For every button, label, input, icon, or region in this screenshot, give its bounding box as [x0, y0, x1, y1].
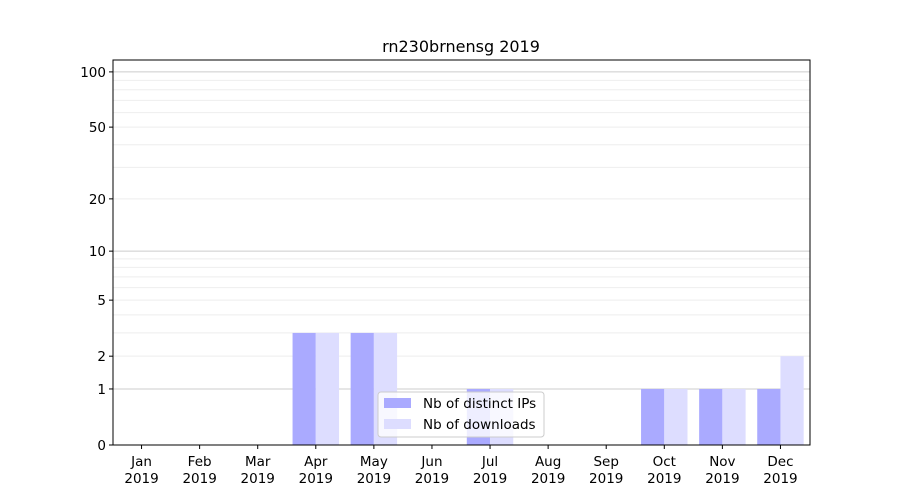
y-tick-label: 2	[97, 349, 106, 365]
y-tick-label: 100	[80, 65, 106, 81]
x-tick-label-year: 2019	[357, 471, 391, 487]
x-tick-label-year: 2019	[415, 471, 449, 487]
y-tick-label: 10	[89, 244, 106, 260]
x-tick-label-month: Jun	[420, 454, 442, 470]
x-tick-label-year: 2019	[182, 471, 216, 487]
y-tick-label: 50	[89, 120, 106, 136]
bar-ips	[699, 388, 723, 445]
x-tick-label-month: Sep	[593, 454, 618, 470]
x-tick-label-year: 2019	[647, 471, 681, 487]
legend-swatch-downloads	[384, 419, 411, 429]
x-tick-label-month: Nov	[709, 454, 735, 470]
y-tick-label: 1	[97, 382, 106, 398]
x-tick-label-year: 2019	[299, 471, 333, 487]
x-tick-label-month: Oct	[653, 454, 676, 470]
x-tick-label-month: May	[360, 454, 388, 470]
bar-ips	[757, 388, 781, 445]
x-tick-label-month: Apr	[304, 454, 328, 470]
legend-label-downloads: Nb of downloads	[423, 417, 536, 433]
y-tick-label: 20	[89, 192, 106, 208]
bar-ips	[641, 388, 665, 445]
y-tick-label: 0	[97, 438, 106, 454]
y-tick-label: 5	[97, 293, 106, 309]
legend-swatch-ips	[384, 398, 411, 408]
legend: Nb of distinct IPs Nb of downloads	[377, 391, 545, 438]
x-tick-label-year: 2019	[763, 471, 797, 487]
bar-downloads	[664, 388, 688, 445]
x-tick-label-month: Jul	[481, 454, 498, 470]
x-tick-label-month: Dec	[767, 454, 793, 470]
x-tick-label-year: 2019	[124, 471, 158, 487]
bar-downloads	[722, 388, 746, 445]
x-tick-label-month: Jan	[130, 454, 152, 470]
bar-ips	[292, 332, 316, 445]
x-tick-label-year: 2019	[531, 471, 565, 487]
bar-downloads	[780, 356, 804, 445]
chart-title: rn230brnensg 2019	[382, 37, 540, 56]
bar-ips	[350, 332, 374, 445]
bar-downloads	[315, 332, 340, 445]
x-tick-label-year: 2019	[241, 471, 275, 487]
x-tick-label-year: 2019	[589, 471, 623, 487]
x-tick-label-month: Aug	[535, 454, 561, 470]
x-tick-label-month: Feb	[188, 454, 212, 470]
x-tick-label-month: Mar	[245, 454, 271, 470]
plot-frame	[112, 59, 811, 446]
x-tick-label-year: 2019	[705, 471, 739, 487]
x-tick-label-year: 2019	[473, 471, 507, 487]
legend-label-ips: Nb of distinct IPs	[423, 396, 536, 412]
